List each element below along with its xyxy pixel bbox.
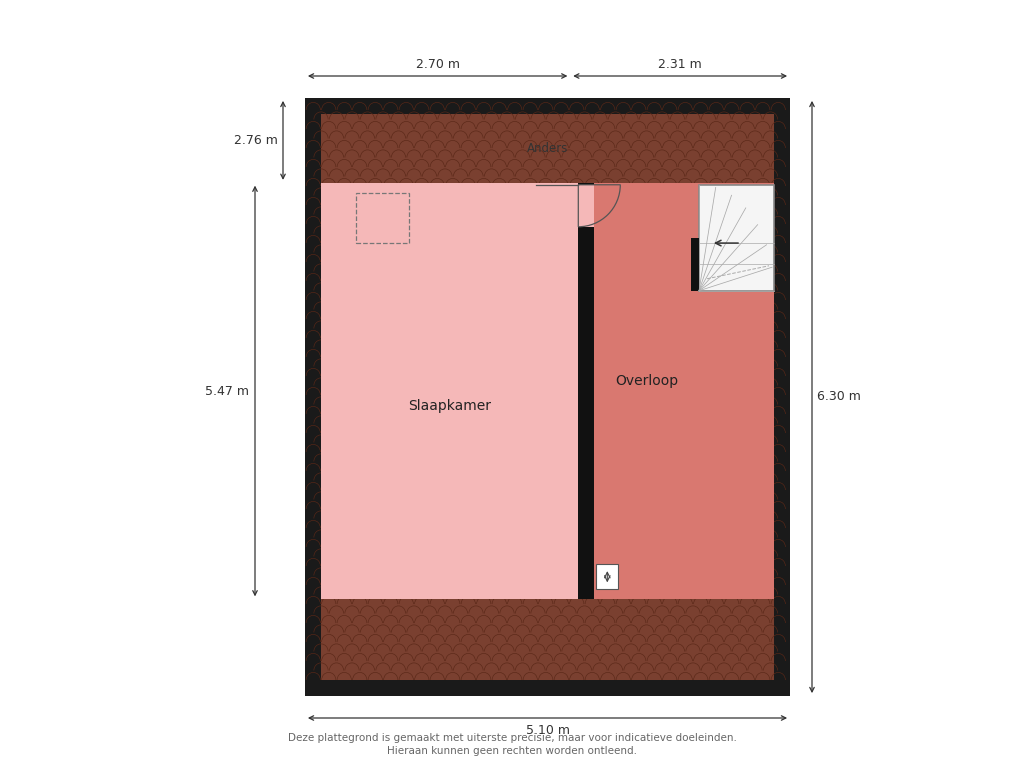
Bar [579,185,594,227]
Bar [596,564,618,589]
Text: 5.47 m: 5.47 m [206,385,250,398]
Text: Hieraan kunnen geen rechten worden ontleend.: Hieraan kunnen geen rechten worden ontle… [387,746,637,756]
Text: 2.76 m: 2.76 m [233,134,278,147]
Text: 6.30 m: 6.30 m [817,390,861,403]
Bar [691,238,699,291]
Text: Overloop: Overloop [615,374,678,388]
Text: Anders: Anders [526,142,568,155]
Bar [305,98,790,696]
Text: 5.10 m: 5.10 m [525,723,569,737]
Bar [321,183,579,599]
Text: Slaapkamer: Slaapkamer [409,399,492,413]
Bar [356,193,409,243]
Text: 2.31 m: 2.31 m [658,58,702,71]
Bar [321,114,774,680]
Text: 2.70 m: 2.70 m [416,58,460,71]
Bar [594,183,774,599]
Bar [699,185,774,291]
Bar [579,183,594,599]
Text: Deze plattegrond is gemaakt met uiterste precisie, maar voor indicatieve doelein: Deze plattegrond is gemaakt met uiterste… [288,733,736,743]
